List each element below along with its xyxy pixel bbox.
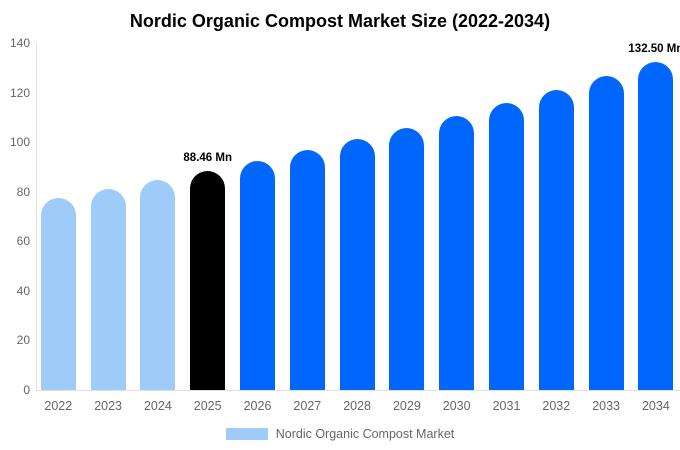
bar-2027[interactable]: [289, 150, 325, 390]
y-axis-tick-label: 40: [16, 283, 30, 298]
x-axis-label-2024: 2024: [143, 399, 172, 413]
data-label-2034: 132.50 Mn: [628, 42, 680, 55]
bar-2022[interactable]: [40, 198, 76, 390]
y-axis-tick-label: 0: [23, 383, 30, 397]
legend-item[interactable]: Nordic Organic Compost Market: [0, 427, 680, 441]
bar-2031[interactable]: [489, 102, 524, 390]
y-axis-tick-label: 100: [9, 135, 30, 150]
x-axis-label-2023: 2023: [94, 399, 122, 413]
x-axis-label-2025: 2025: [193, 399, 222, 413]
x-axis-label-2030: 2030: [442, 399, 471, 413]
x-axis-label-2031: 2031: [492, 399, 521, 413]
x-axis-label-2029: 2029: [392, 399, 421, 413]
bar-2032[interactable]: [538, 89, 574, 390]
bar-2025[interactable]: [190, 170, 226, 390]
x-axis-label-2026: 2026: [243, 399, 272, 413]
y-axis-line: [36, 43, 37, 390]
y-axis-tick-label: 80: [16, 184, 30, 199]
bar-2033[interactable]: [588, 75, 624, 390]
x-axis-label-2028: 2028: [343, 399, 371, 413]
legend-label: Nordic Organic Compost Market: [275, 427, 455, 441]
bar-2026[interactable]: [240, 160, 275, 390]
bar-2028[interactable]: [339, 139, 375, 390]
data-label-2025: 88.46 Mn: [183, 151, 232, 164]
x-axis-label-2033: 2033: [592, 399, 620, 413]
bar-2023[interactable]: [90, 189, 126, 390]
x-axis-label-2022: 2022: [44, 399, 73, 413]
bar-2029[interactable]: [389, 127, 425, 390]
y-axis-tick-label: 20: [16, 333, 30, 348]
x-axis-line: [36, 390, 680, 391]
bar-2030[interactable]: [439, 115, 475, 390]
y-axis-tick-label: 140: [9, 36, 30, 50]
bar-2034[interactable]: [638, 61, 674, 390]
legend-swatch: [225, 428, 268, 440]
x-axis-label-2032: 2032: [542, 399, 571, 413]
y-axis-tick-label: 60: [16, 234, 30, 249]
bar-2024[interactable]: [140, 180, 176, 390]
x-axis-label-2027: 2027: [293, 399, 322, 413]
y-axis-tick-label: 120: [9, 85, 30, 100]
chart-title: Nordic Organic Compost Market Size (2022…: [129, 11, 551, 31]
x-axis-label-2034: 2034: [641, 399, 670, 413]
